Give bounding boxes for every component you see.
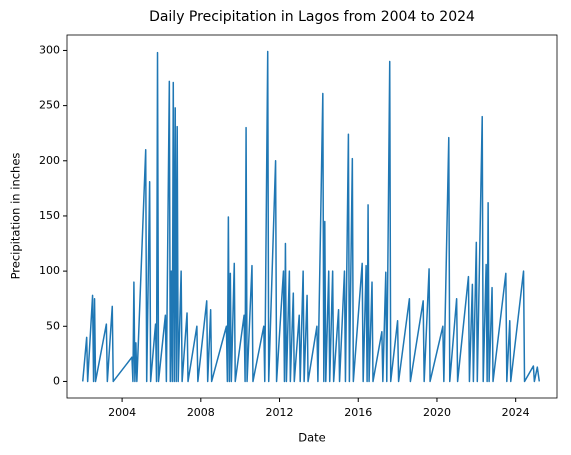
x-tick-label: 2012 <box>266 406 294 419</box>
x-tick-label: 2008 <box>187 406 215 419</box>
x-tick-label: 2016 <box>344 406 372 419</box>
plot-frame <box>66 34 558 399</box>
y-tick-label: 150 <box>39 209 60 222</box>
x-tick-label: 2020 <box>423 406 451 419</box>
y-tick-label: 200 <box>39 154 60 167</box>
y-tick-label: 100 <box>39 264 60 277</box>
chart-title: Daily Precipitation in Lagos from 2004 t… <box>149 9 475 25</box>
y-tick-label: 250 <box>39 99 60 112</box>
y-tick-label: 50 <box>46 319 60 332</box>
y-axis-label: Precipitation in inches <box>9 153 23 280</box>
data-line <box>81 50 541 383</box>
x-tick-label: 2024 <box>502 406 530 419</box>
y-tick-label: 0 <box>53 374 60 387</box>
x-axis-label: Date <box>298 431 326 445</box>
y-tick-label: 300 <box>39 43 60 56</box>
x-tick-label: 2004 <box>108 406 136 419</box>
